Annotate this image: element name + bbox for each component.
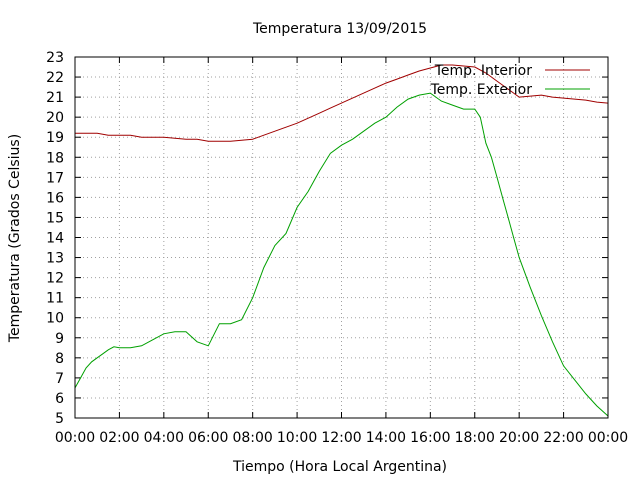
y-tick-label: 20 — [46, 110, 64, 126]
x-tick-label: 04:00 — [144, 430, 184, 446]
y-tick-label: 21 — [46, 90, 64, 106]
y-tick-label: 8 — [55, 351, 64, 367]
plot-frame — [74, 56, 609, 419]
y-tick-label: 14 — [46, 231, 64, 247]
y-tick-label: 23 — [46, 50, 64, 66]
data-series — [74, 64, 609, 417]
chart-title: Temperatura 13/09/2015 — [252, 21, 427, 37]
x-tick-label: 02:00 — [99, 430, 139, 446]
y-tick-label: 13 — [46, 251, 64, 267]
y-axis-label: Temperatura (Grados Celsius) — [7, 134, 23, 343]
y-tick-label: 22 — [46, 70, 64, 86]
legend-label-interior: Temp. Interior — [434, 63, 533, 79]
y-tick-label: 11 — [46, 291, 64, 307]
y-tick-label: 7 — [55, 371, 64, 387]
series-line-interior — [75, 64, 609, 142]
x-tick-label: 22:00 — [543, 430, 583, 446]
x-tick-label: 00:00 — [55, 430, 95, 446]
x-tick-label: 16:00 — [410, 430, 450, 446]
legend: Temp. Interior Temp. Exterior — [430, 63, 590, 98]
series-line-exterior — [74, 92, 609, 417]
y-tick-label: 6 — [55, 391, 64, 407]
y-tick-label: 18 — [46, 150, 64, 166]
y-tick-label: 16 — [46, 190, 64, 206]
x-tick-label: 00:00 — [588, 430, 628, 446]
x-tick-label: 14:00 — [366, 430, 406, 446]
x-tick-label: 08:00 — [232, 430, 272, 446]
y-tick-label: 15 — [46, 210, 64, 226]
y-tick-label: 12 — [46, 271, 64, 287]
legend-label-exterior: Temp. Exterior — [430, 82, 533, 98]
x-tick-label: 12:00 — [321, 430, 361, 446]
x-tick-label: 06:00 — [188, 430, 228, 446]
tick-labels: 00:00 02:00 04:00 06:00 08:00 10:00 12:00 14:00… — [46, 50, 628, 446]
x-tick-label: 18:00 — [455, 430, 495, 446]
y-tick-label: 19 — [46, 130, 64, 146]
x-axis-label: Tiempo (Hora Local Argentina) — [232, 459, 447, 475]
y-tick-label: 9 — [55, 331, 64, 347]
x-tick-label: 20:00 — [499, 430, 539, 446]
x-tick-label: 10:00 — [277, 430, 317, 446]
y-tick-label: 17 — [46, 170, 64, 186]
grid-lines — [75, 57, 608, 418]
y-tick-label: 10 — [46, 311, 64, 327]
y-tick-label: 5 — [55, 411, 64, 427]
